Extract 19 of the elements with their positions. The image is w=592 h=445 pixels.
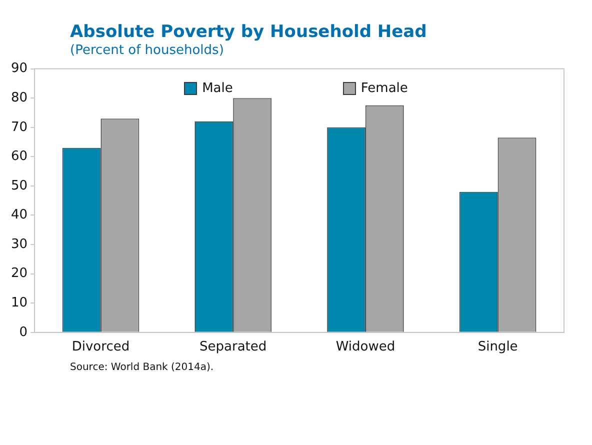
x-tick-label: Single xyxy=(478,340,518,355)
y-tick-label: 60 xyxy=(10,149,28,164)
y-tick-label: 20 xyxy=(10,266,28,282)
chart-title: Absolute Poverty by Household Head xyxy=(70,22,428,42)
y-tick-label: 40 xyxy=(10,208,28,223)
y-tick-label: 50 xyxy=(10,178,28,194)
y-tick-label: 30 xyxy=(10,236,28,252)
y-tick-label: 0 xyxy=(19,324,28,340)
x-tick-label: Divorced xyxy=(72,340,130,355)
legend-label: Female xyxy=(360,81,408,96)
y-tick-label: 80 xyxy=(10,90,28,106)
y-tick-label: 70 xyxy=(10,120,28,135)
source-note: Source: World Bank (2014a). xyxy=(70,362,215,373)
chart-subtitle: (Percent of households) xyxy=(70,43,225,58)
y-tick-label: 90 xyxy=(10,61,28,76)
y-tick-label: 10 xyxy=(10,295,28,310)
legend-label: Male xyxy=(202,81,233,96)
x-tick-label: Widowed xyxy=(336,340,396,355)
x-tick-label: Separated xyxy=(200,340,267,355)
